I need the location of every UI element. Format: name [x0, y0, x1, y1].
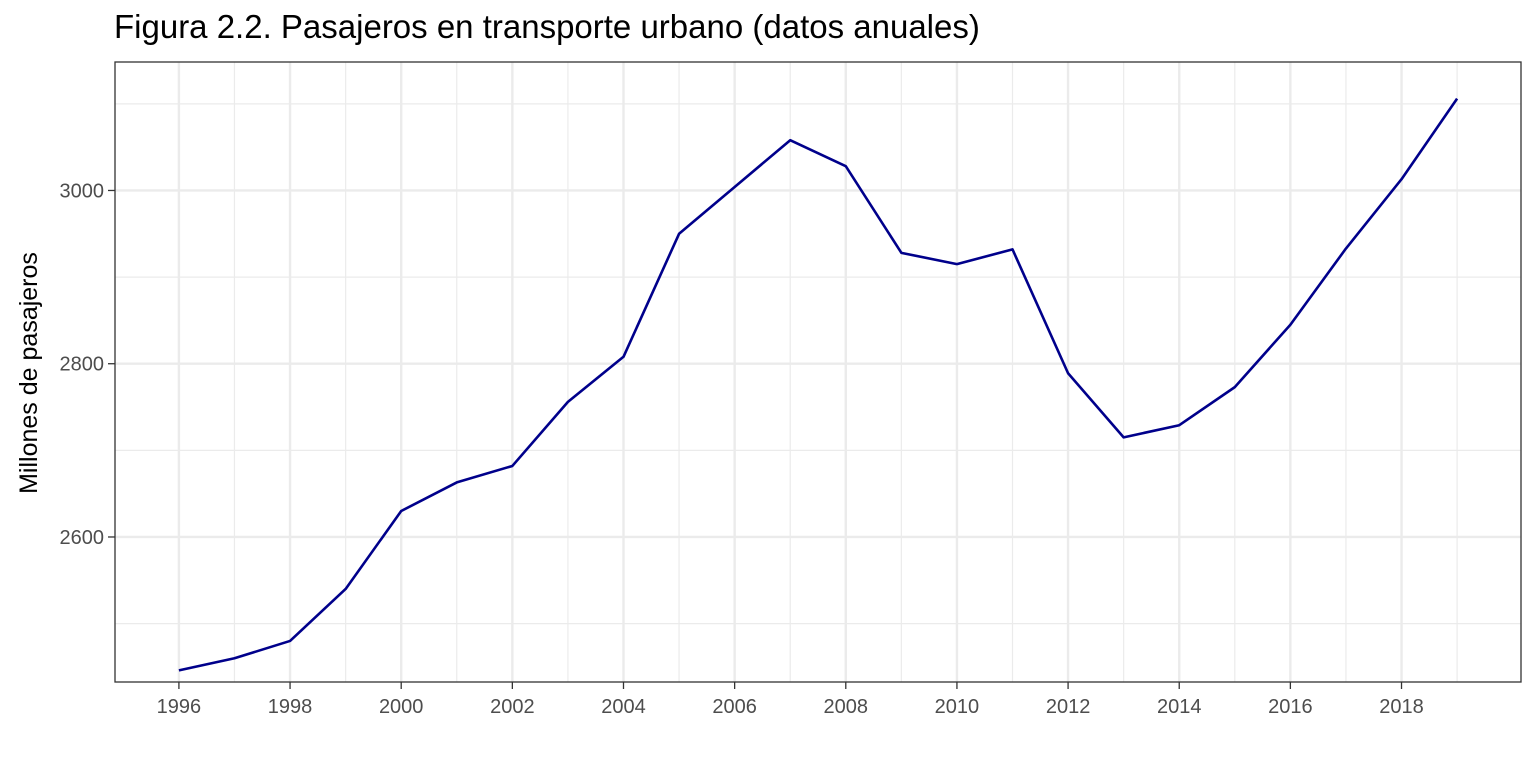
plot-panel: [115, 62, 1521, 682]
x-tick-label: 2006: [712, 696, 757, 718]
x-tick-label: 1996: [157, 696, 202, 718]
axes: [108, 61, 1522, 689]
panel-border: [114, 61, 1522, 683]
x-tick-label: 2000: [379, 696, 424, 718]
x-tick-label: 2016: [1268, 696, 1313, 718]
grid-lines: [115, 62, 1521, 682]
y-tick-label: 3000: [60, 180, 105, 202]
x-tick-label: 2012: [1046, 696, 1091, 718]
x-tick-label: 2008: [824, 696, 869, 718]
y-tick-label: 2800: [60, 354, 105, 376]
chart-title: Figura 2.2. Pasajeros en transporte urba…: [114, 8, 980, 45]
series-layer: [178, 97, 1459, 672]
y-axis-title: Millones de pasajeros: [15, 252, 43, 494]
x-tick-label: 2010: [935, 696, 980, 718]
x-tick-label: 2004: [601, 696, 646, 718]
x-tick-label: 2002: [490, 696, 535, 718]
x-tick-label: 1998: [268, 696, 313, 718]
y-tick-label: 2600: [60, 527, 105, 549]
series-line: [178, 97, 1459, 672]
x-tick-label: 2018: [1379, 696, 1424, 718]
x-tick-label: 2014: [1157, 696, 1202, 718]
tick-labels: 1996 1998 2000 2002 2004 2006 2008 2010 2012 2014…: [60, 180, 1424, 718]
